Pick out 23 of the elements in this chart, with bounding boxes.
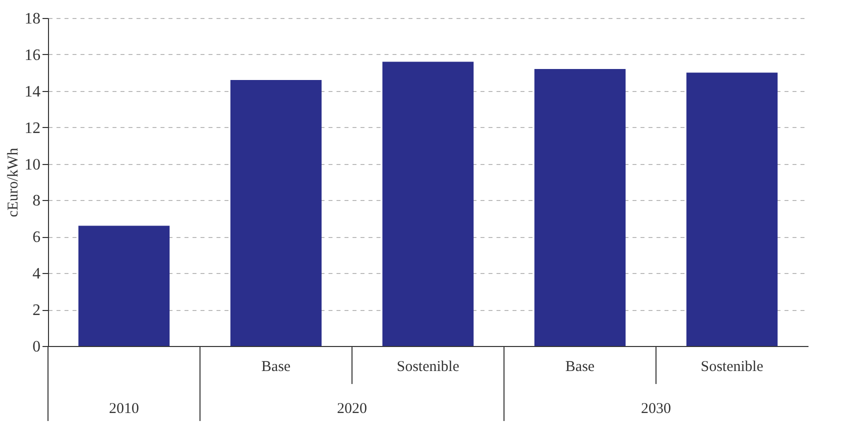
y-tick-label: 14: [24, 83, 40, 100]
y-axis-title: cEuro/kWh: [6, 147, 22, 218]
text: 2010: [109, 401, 139, 417]
y-tick-label: 4: [32, 266, 40, 283]
text: 2020: [337, 401, 367, 417]
x-tick-label: Base: [261, 359, 291, 375]
bar: [382, 62, 474, 346]
x-tick-label: Base: [565, 359, 595, 375]
bar: [230, 80, 322, 346]
y-tick-label: 18: [24, 10, 40, 28]
x-tick-label: Sostenible: [700, 359, 764, 375]
y-tick-label: 0: [32, 338, 40, 356]
text: 2030: [641, 401, 671, 417]
y-tick-label: 10: [24, 156, 40, 174]
y-tick-label: 12: [24, 120, 40, 137]
bar: [534, 69, 626, 346]
y-tick-label: 2: [32, 302, 40, 320]
bar: [78, 226, 170, 346]
y-tick-label: 6: [32, 229, 40, 246]
y-tick-label: 16: [24, 46, 40, 64]
x-tick-label: Sostenible: [396, 359, 460, 375]
bar: [686, 72, 778, 346]
y-tick-label: 8: [32, 192, 40, 210]
